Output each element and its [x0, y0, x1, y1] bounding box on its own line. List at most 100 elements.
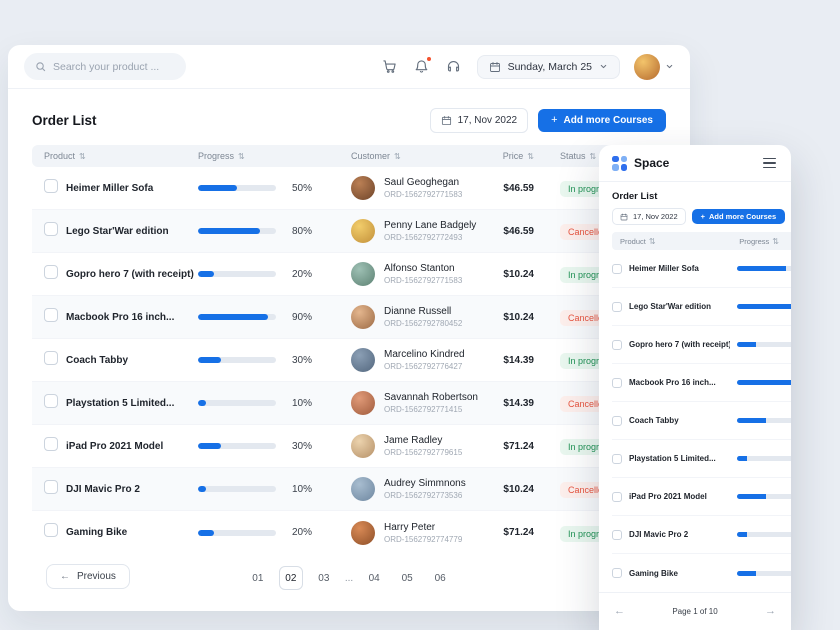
row-checkbox[interactable] [44, 436, 58, 451]
progress-bar [198, 228, 276, 234]
row-checkbox[interactable] [612, 491, 622, 502]
price: $10.24 [503, 483, 534, 495]
progress-bar [737, 380, 791, 385]
page-title: Order List [32, 112, 97, 128]
column-header-status[interactable]: Status ⇅ [560, 151, 597, 161]
panel-column-progress[interactable]: Progress ⇅ [739, 236, 779, 246]
date-filter-label: 17, Nov 2022 [457, 114, 518, 126]
sort-icon: ⇅ [589, 151, 597, 161]
user-menu[interactable] [634, 53, 674, 80]
table-row: iPad Pro 2021 Model 30% Jame Radley ORD-… [32, 425, 666, 468]
row-checkbox[interactable] [612, 529, 622, 540]
row-checkbox[interactable] [612, 568, 622, 578]
price: $46.59 [503, 182, 534, 194]
page-button-02[interactable]: 02 [278, 566, 303, 590]
row-checkbox[interactable] [44, 221, 58, 236]
panel-title: Order List [612, 191, 658, 202]
product-name: Lego Star'War edition [629, 302, 712, 311]
table-row: Playstation 5 Limited... 10% Savannah Ro… [32, 382, 666, 425]
table-row: Coach Tabby 30% Marcelino Kindred ORD-15… [32, 339, 666, 382]
row-checkbox[interactable] [44, 479, 58, 494]
progress-value: 90% [292, 311, 313, 323]
previous-page-button[interactable]: ← Previous [46, 564, 130, 589]
row-checkbox[interactable] [44, 264, 58, 279]
row-checkbox[interactable] [612, 415, 622, 426]
arrow-right-icon[interactable]: → [765, 605, 776, 617]
add-button-label: Add more Courses [563, 114, 653, 126]
customer-name: Harry Peter [384, 521, 436, 533]
order-id: ORD-1562792773536 [384, 491, 463, 500]
plus-icon: + [551, 113, 558, 126]
table-row: Gaming Bike 20% Harry Peter ORD-15627927… [32, 511, 666, 554]
customer-avatar [351, 219, 375, 243]
previous-label: Previous [77, 571, 116, 582]
brand-name: Space [634, 156, 670, 170]
panel-date-label: 17, Nov 2022 [633, 212, 678, 221]
search-input[interactable] [53, 60, 175, 73]
row-checkbox[interactable] [44, 523, 58, 537]
sort-icon: ⇅ [238, 151, 245, 161]
row-checkbox[interactable] [612, 453, 622, 464]
product-name: Gopro hero 7 (with receipt) [66, 268, 194, 280]
menu-icon[interactable] [761, 156, 778, 171]
page-button-01[interactable]: 01 [252, 572, 264, 584]
row-checkbox[interactable] [612, 301, 622, 312]
product-name: Lego Star'War edition [66, 225, 169, 237]
notifications-bell-icon[interactable] [413, 55, 432, 76]
product-name: Gopro hero 7 (with receipt) [629, 340, 730, 349]
product-name: Playstation 5 Limited... [629, 454, 716, 463]
page-button-03[interactable]: 03 [318, 572, 330, 584]
column-header-progress[interactable]: Progress ⇅ [198, 151, 245, 161]
column-header-price[interactable]: Price ⇅ [502, 151, 534, 161]
topbar: Sunday, March 25 [8, 45, 690, 89]
plus-icon: + [700, 212, 706, 221]
cart-icon[interactable] [381, 58, 399, 76]
column-header-customer[interactable]: Customer ⇅ [351, 151, 401, 161]
panel-controls: 17, Nov 2022 + Add more Courses [612, 208, 791, 225]
row-checkbox[interactable] [44, 307, 58, 322]
row-checkbox[interactable] [44, 393, 58, 408]
section-header: Order List 17, Nov 2022 + Add more Cours… [32, 105, 666, 135]
progress-bar [198, 185, 276, 191]
progress-bar [198, 443, 276, 449]
page-button-06[interactable]: 06 [434, 572, 446, 584]
pagination: ← Previous 01 02 03... 04 05 06 [32, 563, 666, 593]
row-checkbox[interactable] [612, 263, 622, 274]
panel-header: Space [599, 145, 791, 182]
add-more-courses-button[interactable]: + Add more Courses [538, 108, 666, 132]
price: $14.39 [503, 354, 534, 366]
column-header-product[interactable]: Product ⇅ [44, 151, 86, 161]
row-checkbox[interactable] [44, 350, 58, 365]
page-button-04[interactable]: 04 [368, 572, 380, 584]
customer-avatar [351, 305, 375, 329]
panel-add-more-courses-button[interactable]: + Add more Courses [691, 209, 786, 224]
panel-table-row: Playstation 5 Limited... [612, 440, 791, 478]
row-checkbox[interactable] [612, 339, 622, 350]
order-table: Product ⇅ Progress ⇅ Customer ⇅ Price ⇅ … [32, 145, 666, 554]
product-name: Coach Tabby [629, 416, 679, 425]
row-checkbox[interactable] [44, 178, 58, 193]
progress-bar [198, 314, 276, 320]
product-name: DJI Mavic Pro 2 [629, 530, 689, 539]
topbar-date-selector[interactable]: Sunday, March 25 [476, 54, 620, 79]
page-button-05[interactable]: 05 [401, 572, 413, 584]
progress-bar [737, 304, 791, 309]
product-name: Playstation 5 Limited... [66, 397, 175, 409]
panel-date-filter-button[interactable]: 17, Nov 2022 [612, 208, 686, 225]
support-headphones-icon[interactable] [445, 58, 463, 76]
calendar-icon [441, 115, 452, 126]
progress-value: 30% [292, 440, 313, 452]
chevron-down-icon [665, 62, 674, 71]
table-row: Heimer Miller Sofa 50% Saul Geoghegan OR… [32, 167, 666, 210]
progress-value: 80% [292, 225, 313, 237]
order-id: ORD-1562792774779 [384, 534, 463, 544]
row-checkbox[interactable] [612, 377, 622, 388]
chevron-down-icon [599, 62, 608, 71]
progress-bar [737, 570, 791, 576]
panel-column-product[interactable]: Product ⇅ [620, 236, 656, 246]
arrow-left-icon[interactable]: ← [614, 605, 625, 617]
page-ellipsis: ... [344, 572, 354, 584]
price: $71.24 [503, 527, 534, 538]
date-filter-button[interactable]: 17, Nov 2022 [429, 107, 529, 133]
